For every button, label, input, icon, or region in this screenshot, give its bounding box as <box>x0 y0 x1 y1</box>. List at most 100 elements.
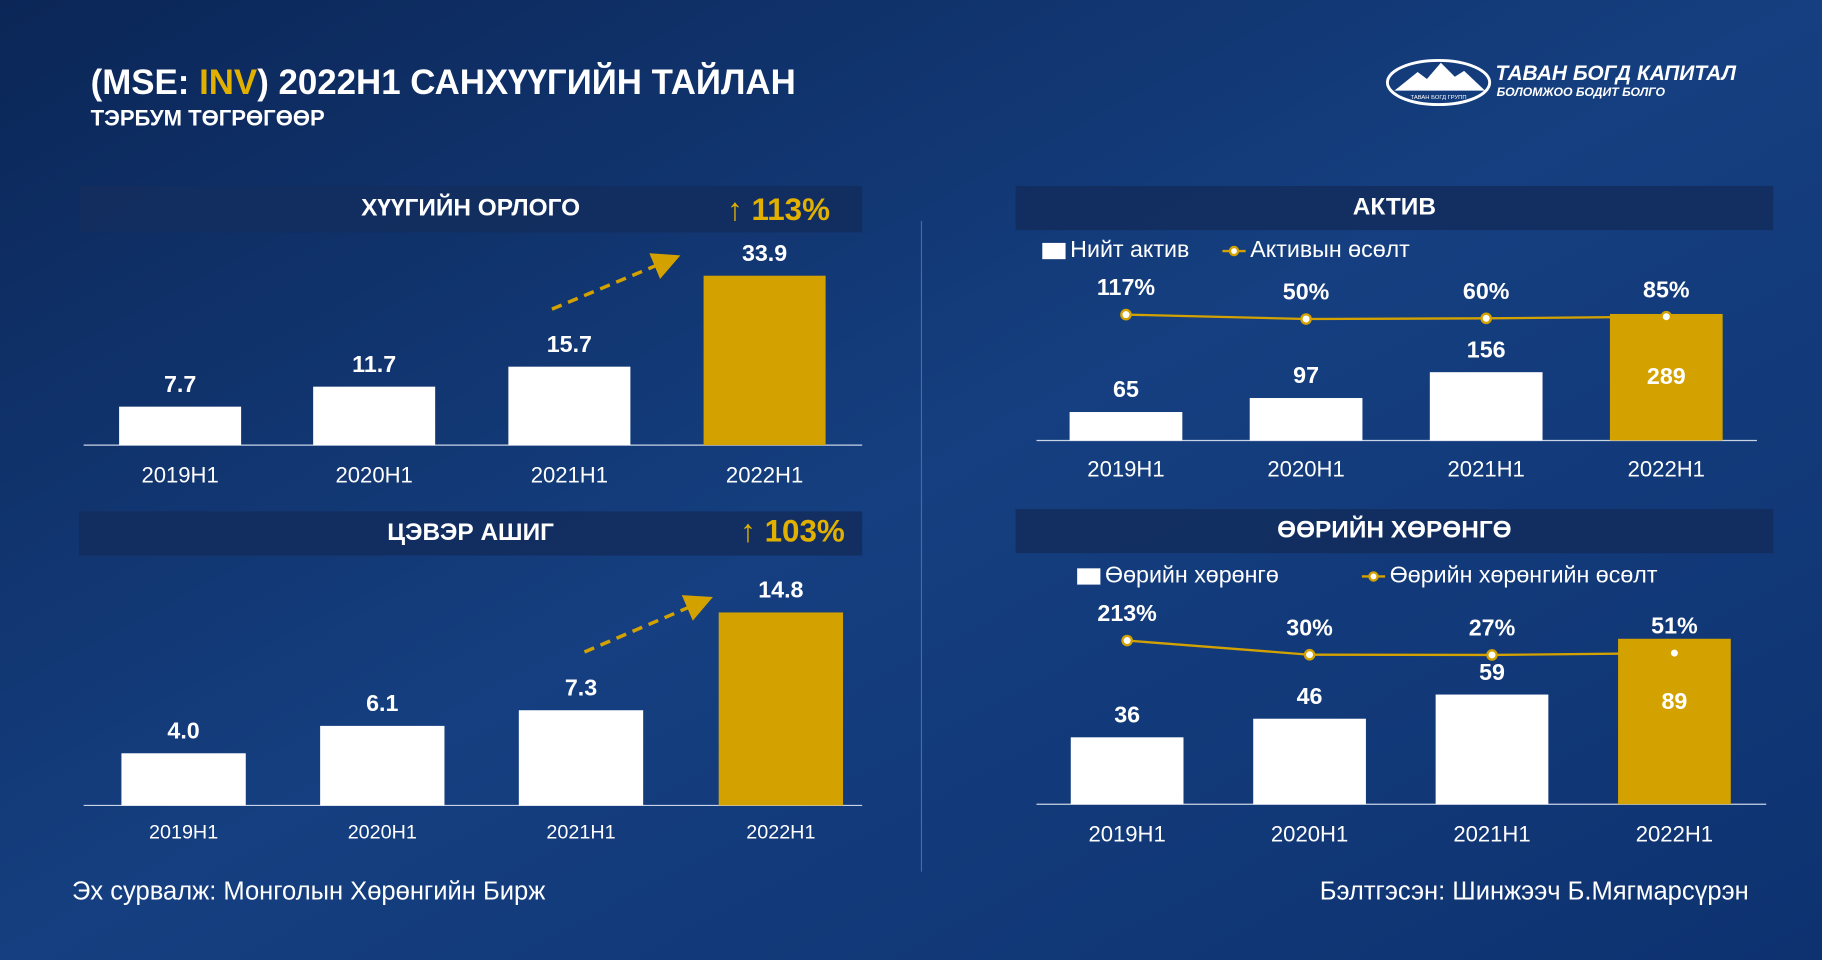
x-tick-label: 2020H1 <box>348 822 417 844</box>
x-tick-label: 2019H1 <box>1088 821 1165 846</box>
bar <box>1069 412 1183 441</box>
legend-swatch <box>1042 242 1066 260</box>
growth-dot <box>1300 313 1312 325</box>
growth-dot <box>1668 647 1681 659</box>
chart-title: ЦЭВЭР АШИГ <box>387 519 554 546</box>
data-label: 33.9 <box>742 240 787 266</box>
legend-label: Өөрийн хөрөнгийн өсөлт <box>1390 562 1658 588</box>
x-tick-label: 2020H1 <box>1271 821 1348 846</box>
bar <box>1618 638 1731 805</box>
bar <box>121 753 246 806</box>
bar <box>1609 313 1723 441</box>
data-label: 97 <box>1293 362 1319 388</box>
title-part: ) 2022H1 САНХҮҮГИЙН ТАЙЛАН <box>257 62 796 102</box>
growth-dot <box>1121 634 1133 647</box>
chart-panel: АКТИВ 2019H1 2020H1 2021H1 2022H1 65 97 156 289 Н… <box>1015 185 1774 482</box>
chart-header <box>79 185 863 233</box>
legend-dot <box>1228 245 1240 257</box>
growth-dot <box>1660 310 1673 323</box>
legend-dot <box>1368 571 1379 582</box>
x-tick-label: 2022H1 <box>1636 821 1713 846</box>
chart-panel: ӨӨРИЙН ХӨРӨНГӨ 2019H1 2020H1 2021H1 2022H1 36… <box>1015 509 1774 846</box>
logo-slogan: БОЛОМЖОО БОДИТ БОЛГО <box>1497 85 1666 99</box>
bar <box>1070 737 1184 805</box>
bar <box>1435 694 1549 805</box>
bar <box>1249 398 1363 441</box>
data-label: 46 <box>1297 683 1323 709</box>
growth-label: 85% <box>1643 276 1690 302</box>
x-tick-label: 2021H1 <box>1448 457 1525 482</box>
bar <box>1253 718 1366 805</box>
growth-annotation: ↑ 103% <box>740 514 845 549</box>
data-label: 7.7 <box>164 371 196 397</box>
growth-annotation: ↑ 113% <box>727 192 830 227</box>
growth-label: 51% <box>1651 613 1698 639</box>
x-tick-label: 2020H1 <box>335 462 412 487</box>
growth-dot <box>1480 312 1492 325</box>
growth-label: 60% <box>1463 278 1510 304</box>
legend-label: Активын өсөлт <box>1250 236 1410 262</box>
growth-dot <box>1120 308 1132 321</box>
growth-label: 50% <box>1283 279 1330 305</box>
trend-arrow <box>551 253 681 311</box>
chart-header <box>79 511 863 556</box>
bar <box>1429 372 1543 441</box>
logo: ТАВАН БОГД ГРУПП ТАВАН БОГД КАПИТАЛ БОЛО… <box>1385 58 1737 107</box>
growth-label: 213% <box>1097 600 1157 626</box>
logo-ring <box>1385 58 1492 107</box>
data-label: 156 <box>1467 336 1506 362</box>
title-ticker: INV <box>199 63 258 102</box>
trend-arrow <box>583 595 713 654</box>
chart-title: ХҮҮГИЙН ОРЛОГО <box>361 194 580 222</box>
x-tick-label: 2022H1 <box>746 822 815 844</box>
data-label: 59 <box>1479 659 1505 685</box>
data-label: 6.1 <box>366 690 398 716</box>
legend-label: Нийт актив <box>1070 236 1189 262</box>
growth-label: 30% <box>1286 614 1333 640</box>
growth-dot <box>1486 649 1498 661</box>
title-part: (MSE: <box>91 63 199 102</box>
chart-header <box>1015 509 1774 554</box>
data-label: 11.7 <box>352 351 396 377</box>
x-tick-label: 2021H1 <box>1453 821 1530 846</box>
data-label: 7.3 <box>565 674 597 700</box>
x-tick-label: 2022H1 <box>1628 457 1705 482</box>
bar <box>119 406 242 446</box>
x-tick-label: 2019H1 <box>149 822 218 844</box>
x-tick-label: 2021H1 <box>531 462 608 487</box>
page-subtitle: ТЭРБУМ ТӨГРӨГӨӨР <box>91 106 325 131</box>
legend-label: Өөрийн хөрөнгө <box>1105 562 1279 588</box>
data-label: 36 <box>1114 702 1140 728</box>
growth-label: 117% <box>1097 274 1155 300</box>
x-tick-label: 2019H1 <box>141 462 218 487</box>
growth-line <box>1125 313 1667 321</box>
bar <box>313 386 436 446</box>
data-label: 65 <box>1113 376 1139 402</box>
chart-header <box>1015 185 1774 231</box>
chart-panel: ХҮҮГИЙН ОРЛОГО 2019H1 2020H1 2021H1 2022H1 7.… <box>79 185 863 487</box>
bar <box>518 710 644 806</box>
chart-title: АКТИВ <box>1353 193 1436 220</box>
bar <box>508 366 631 446</box>
logo-group: ТАВАН БОГД ГРУПП <box>1411 95 1467 101</box>
bar <box>718 612 844 806</box>
x-tick-label: 2021H1 <box>546 822 615 844</box>
x-tick-label: 2020H1 <box>1267 457 1344 482</box>
footer-author: Бэлтгэсэн: Шинжээч Б.Мягмарсүрэн <box>1320 877 1749 905</box>
chart-title: ӨӨРИЙН ХӨРӨНГӨ <box>1277 516 1512 544</box>
data-label: 89 <box>1662 688 1688 714</box>
footer-source: Эх сурвалж: Монголын Хөрөнгийн Бирж <box>72 877 545 905</box>
bar <box>320 725 445 806</box>
page-title: (MSE: INV) 2022H1 САНХҮҮГИЙН ТАЙЛАН <box>91 62 796 102</box>
bar <box>703 275 826 446</box>
x-tick-label: 2019H1 <box>1087 457 1164 482</box>
growth-dot <box>1303 648 1316 661</box>
data-label: 15.7 <box>547 331 592 357</box>
x-tick-label: 2022H1 <box>726 462 803 487</box>
legend-swatch <box>1077 568 1101 585</box>
data-label: 14.8 <box>758 577 803 603</box>
data-label: 4.0 <box>167 717 199 743</box>
